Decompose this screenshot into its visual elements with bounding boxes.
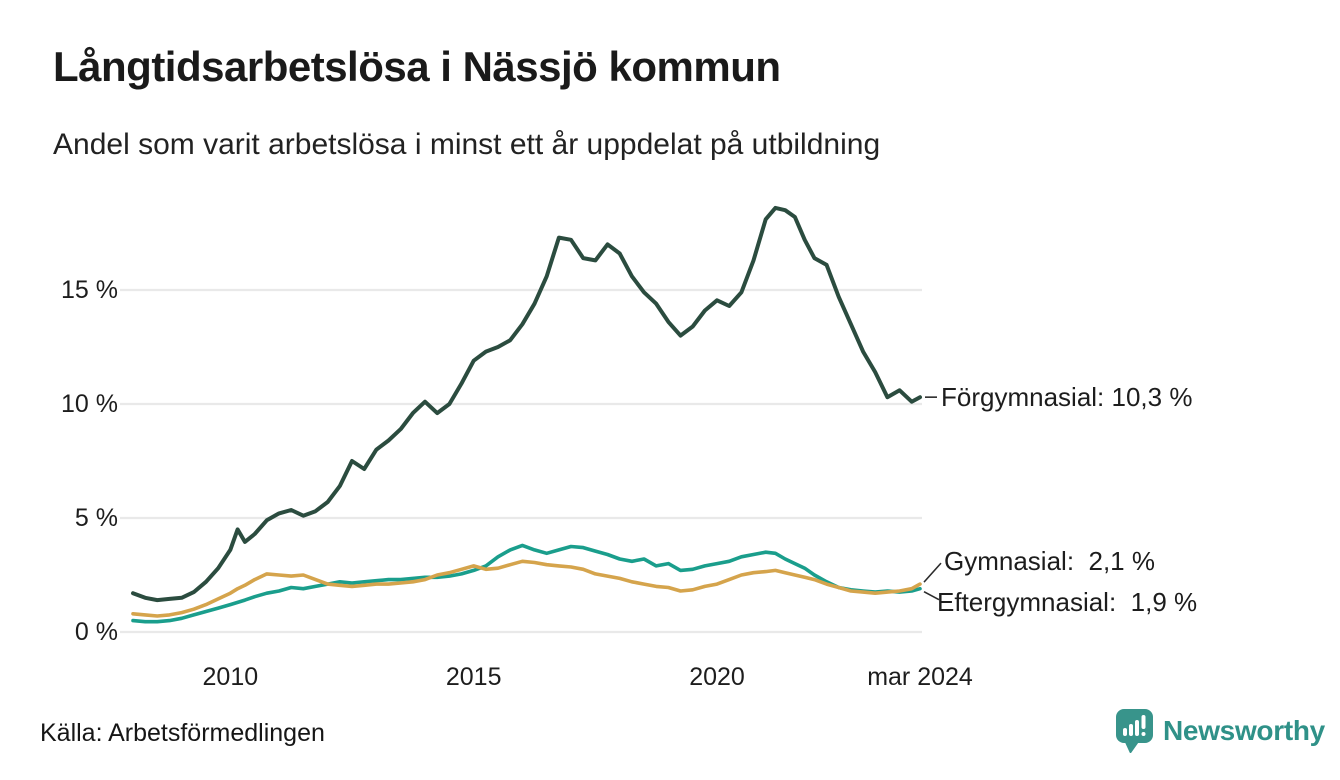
y-axis-tick-15: 15 %	[61, 276, 118, 304]
newsworthy-bubble-chart-icon	[1116, 709, 1153, 753]
series-label-eftergymnasial: Eftergymnasial: 1,9 %	[937, 587, 1198, 617]
series-label-forgymnasial: Förgymnasial: 10,3 %	[941, 382, 1193, 412]
series-label-gymnasial: Gymnasial: 2,1 %	[944, 546, 1155, 576]
x-axis-tick-2015: 2015	[445, 663, 502, 691]
chart-subtitle: Andel som varit arbetslösa i minst ett å…	[53, 128, 881, 161]
x-axis-tick-2020: 2020	[689, 663, 745, 691]
y-axis-tick-0: 0 %	[74, 618, 118, 646]
source-attribution: Källa: Arbetsförmedlingen	[40, 719, 325, 747]
newsworthy-logo: Newsworthy	[1113, 706, 1325, 754]
y-axis-tick-5: 5 %	[74, 504, 118, 532]
x-axis-tick-mar-2024: mar 2024	[867, 663, 973, 691]
y-axis-tick-10: 10 %	[61, 390, 118, 418]
chart-title: Långtidsarbetslösa i Nässjö kommun	[53, 43, 781, 90]
x-axis-tick-2010: 2010	[202, 663, 259, 691]
newsworthy-wordmark: Newsworthy	[1163, 715, 1325, 746]
